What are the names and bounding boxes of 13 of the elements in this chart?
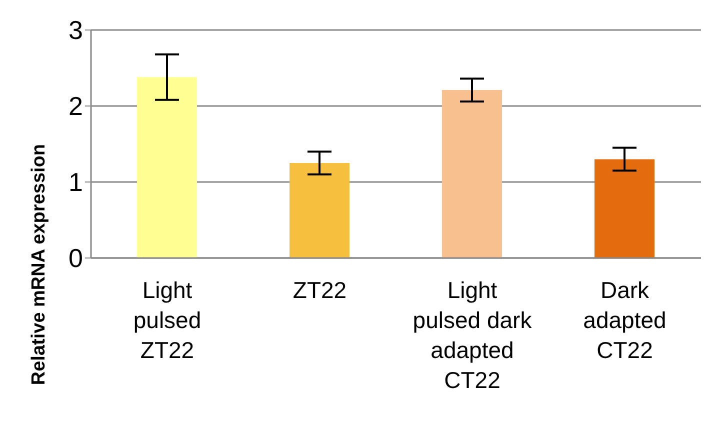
x-tick-label: Dark adapted CT22 [583,277,666,363]
y-tick-label: 0 [68,243,83,274]
y-axis-title: Relative mRNA expression [28,144,50,386]
bar [594,159,654,258]
bar [442,90,502,258]
bar [137,77,197,258]
y-tick-label: 1 [68,167,83,198]
bar [290,163,350,258]
x-tick-label: ZT22 [292,277,347,303]
x-tick-label: Light pulsed ZT22 [133,277,202,363]
y-tick-label: 2 [68,91,83,122]
y-tick-label: 3 [68,15,83,46]
x-tick-label: Light pulsed dark adapted CT22 [412,277,532,393]
